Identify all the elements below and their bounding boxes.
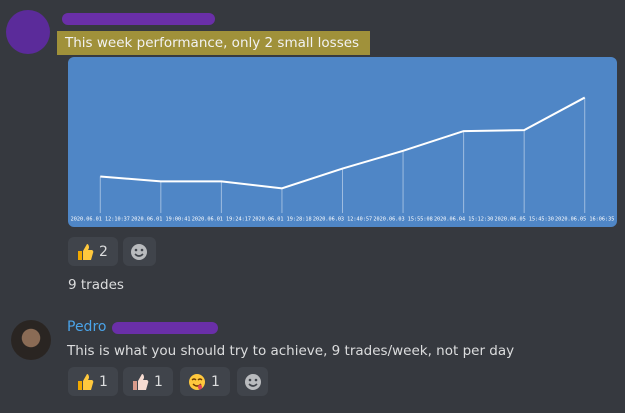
emoji (189, 373, 205, 390)
author-name[interactable]: Pedro (67, 319, 107, 335)
reaction[interactable]: 1 (123, 367, 173, 396)
x-tick-label: 2020.06.01 19:24:17 (192, 217, 251, 223)
reaction[interactable]: 1 (180, 367, 230, 396)
add-reaction[interactable] (123, 237, 156, 266)
emoji (133, 373, 149, 390)
chart-background (68, 57, 617, 227)
x-tick-label: 2020.06.03 15:55:08 (373, 217, 432, 223)
x-tick-label: 2020.06.05 15:45:30 (494, 217, 553, 223)
add-reaction[interactable] (237, 367, 268, 396)
line (100, 96, 586, 190)
redacted-name (62, 13, 215, 25)
icon (131, 243, 147, 260)
reaction-count: 1 (99, 373, 108, 390)
x-tick-label: 2020.06.04 15:12:30 (434, 217, 493, 223)
message-text: 9 trades (68, 277, 124, 293)
message-text: This is what you should try to achieve, … (67, 343, 515, 359)
message-text: This week performance, only 2 small loss… (57, 31, 370, 55)
avatar[interactable] (11, 320, 51, 360)
reaction[interactable]: 2 (68, 237, 118, 266)
x-tick-label: 2020.06.01 12:10:37 (71, 217, 130, 223)
reaction[interactable]: 1 (68, 367, 118, 396)
emoji (78, 243, 94, 260)
emoji (78, 373, 94, 390)
redacted-name (112, 322, 218, 334)
x-tick-label: 2020.06.05 16:06:35 (555, 217, 614, 223)
avatar[interactable] (6, 10, 50, 54)
x-tick-label: 2020.06.01 19:00:41 (131, 217, 190, 223)
chart: 2020.06.01 12:10:37 2020.06.01 19:00:41 20… (68, 57, 617, 227)
x-tick-label: 2020.06.01 19:28:18 (252, 217, 311, 223)
x-tick-label: 2020.06.03 12:40:57 (313, 217, 372, 223)
icon (245, 373, 261, 390)
reaction-count: 2 (99, 243, 108, 260)
reaction-count: 1 (211, 373, 220, 390)
reaction-count: 1 (154, 373, 163, 390)
